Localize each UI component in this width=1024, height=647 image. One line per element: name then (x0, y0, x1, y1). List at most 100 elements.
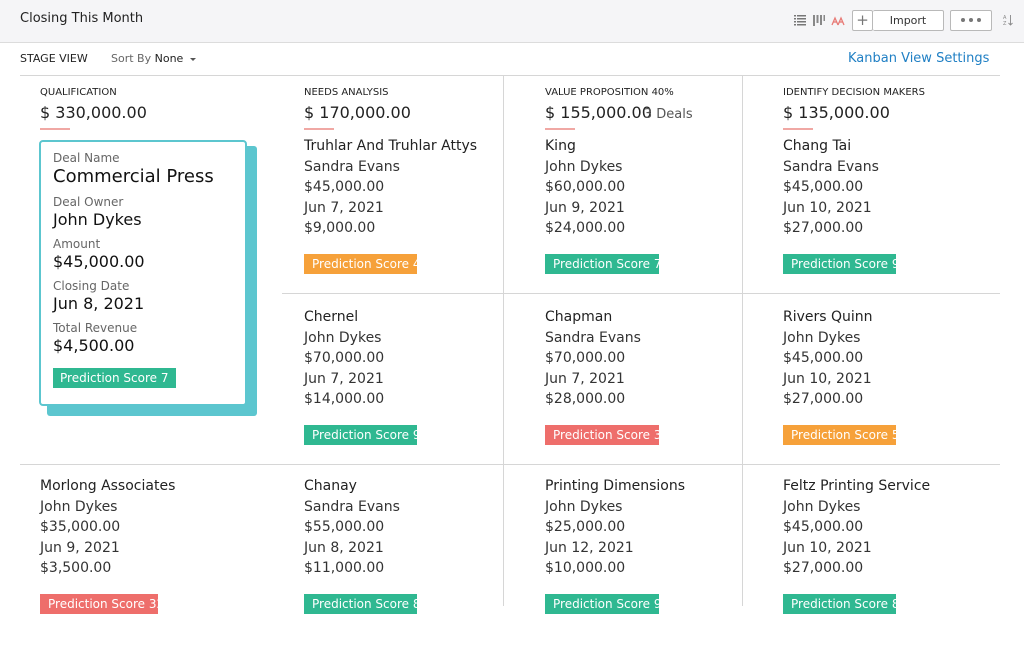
plus-icon: + (856, 11, 869, 29)
deal-amount: $70,000.00 (304, 350, 385, 366)
closing-date: Jun 10, 2021 (783, 370, 872, 387)
deal-owner-label: Deal Owner (53, 195, 124, 209)
deal-card[interactable]: Rivers Quinn John Dykes $45,000.00 Jun 1… (783, 307, 983, 467)
deal-owner: Sandra Evans (304, 498, 400, 515)
stage-column-header: VALUE PROPOSITION 40% $ 155,000.003 Deal… (545, 87, 693, 130)
dragged-deal-card[interactable]: Deal Name Commercial Press Deal Owner Jo… (39, 140, 247, 406)
stage-amount: $ 330,000.00 (40, 103, 147, 122)
page-title: Closing This Month (20, 11, 144, 26)
deal-card[interactable]: Feltz Printing Service John Dykes $45,00… (783, 476, 983, 636)
divider (20, 464, 1000, 465)
prediction-score-badge: Prediction Score 7 (53, 368, 176, 388)
deal-card[interactable]: Morlong Associates John Dykes $35,000.00… (40, 476, 240, 636)
amount: $45,000.00 (53, 252, 145, 271)
stage-column-header: IDENTIFY DECISION MAKERS $ 135,000.00 (783, 87, 925, 130)
prediction-score-badge: Prediction Score 7 (545, 254, 659, 274)
stage-view-label: STAGE VIEW (20, 52, 88, 65)
stage-name: VALUE PROPOSITION 40% (545, 87, 674, 98)
closing-date: Jun 12, 2021 (545, 539, 634, 556)
stage-amount: $ 170,000.00 (304, 103, 411, 122)
closing-date: Jun 9, 2021 (40, 539, 120, 556)
deal-card[interactable]: Truhlar And Truhlar Attys Sandra Evans $… (304, 136, 504, 296)
deal-card[interactable]: Chernel John Dykes $70,000.00 Jun 7, 202… (304, 307, 504, 467)
deal-owner: John Dykes (783, 329, 861, 346)
closing-date: Jun 10, 2021 (783, 199, 872, 216)
closing-date: Jun 9, 2021 (545, 199, 625, 216)
chevron-down-icon (189, 57, 196, 61)
prediction-score-badge: Prediction Score 9 (783, 254, 896, 274)
deal-name: Chapman (545, 309, 613, 325)
deal-name-label: Deal Name (53, 151, 120, 165)
prediction-score-badge: Prediction Score 3 (545, 425, 659, 445)
deal-card[interactable]: Chapman Sandra Evans $70,000.00 Jun 7, 2… (545, 307, 745, 467)
prediction-score-badge: Prediction Score 8 (304, 594, 417, 614)
closing-date-label: Closing Date (53, 279, 130, 293)
stage-amount: $ 155,000.00 (545, 103, 652, 122)
deal-owner: Sandra Evans (545, 329, 641, 346)
total-revenue: $11,000.00 (304, 560, 385, 576)
total-revenue: $3,500.00 (40, 560, 112, 576)
deal-name: Commercial Press (53, 166, 214, 187)
import-button[interactable]: Import (873, 9, 944, 31)
total-revenue: $27,000.00 (783, 391, 864, 407)
closing-date: Jun 7, 2021 (304, 370, 384, 387)
divider (20, 75, 1000, 76)
deal-name: Rivers Quinn (783, 309, 873, 325)
stage-name: QUALIFICATION (40, 87, 117, 98)
deal-owner: Sandra Evans (304, 158, 400, 175)
closing-date: Jun 7, 2021 (304, 199, 384, 216)
prediction-score-badge: Prediction Score 9 (545, 594, 659, 614)
divider (503, 76, 504, 606)
stage-amount-row: $ 155,000.003 Deals (545, 103, 693, 122)
deal-owner: John Dykes (53, 210, 142, 229)
divider (742, 76, 743, 606)
deal-card[interactable]: King John Dykes $60,000.00 Jun 9, 2021 $… (545, 136, 745, 296)
closing-date: Jun 8, 2021 (53, 294, 145, 313)
stage-amount: $ 135,000.00 (783, 103, 890, 122)
deal-name: Morlong Associates (40, 478, 176, 494)
deal-card[interactable]: Printing Dimensions John Dykes $25,000.0… (545, 476, 745, 636)
total-revenue: $10,000.00 (545, 560, 626, 576)
closing-date: Jun 8, 2021 (304, 539, 384, 556)
more-options-button[interactable] (950, 9, 992, 31)
prediction-score-badge: Prediction Score 9 (304, 425, 417, 445)
stage-underline (40, 128, 70, 130)
sort-by-label: Sort By (111, 52, 152, 65)
sort-by-dropdown[interactable]: Sort By None (111, 52, 196, 65)
deal-amount: $25,000.00 (545, 519, 626, 535)
prediction-score-badge: Prediction Score 5 (783, 425, 896, 445)
kanban-view-settings-link[interactable]: Kanban View Settings (848, 51, 990, 66)
stage-name: IDENTIFY DECISION MAKERS (783, 87, 925, 98)
add-deal-button[interactable]: + (852, 9, 873, 31)
deal-amount: $45,000.00 (783, 519, 864, 535)
deal-owner: Sandra Evans (783, 158, 879, 175)
stage-underline (545, 128, 575, 130)
list-view-icon[interactable] (792, 12, 808, 28)
deal-name: Printing Dimensions (545, 478, 686, 494)
sort-by-value: None (154, 52, 184, 65)
total-revenue: $27,000.00 (783, 220, 864, 236)
prediction-score-badge: Prediction Score 8 (783, 594, 896, 614)
chart-view-icon[interactable] (830, 12, 846, 28)
prediction-score-badge: Prediction Score 4 (304, 254, 417, 274)
stage-column-header: NEEDS ANALYSIS $ 170,000.00 (304, 87, 411, 130)
kanban-view-icon[interactable] (811, 12, 827, 28)
stage-name: NEEDS ANALYSIS (304, 87, 389, 98)
total-revenue: $27,000.00 (783, 560, 864, 576)
deal-owner: John Dykes (783, 498, 861, 515)
total-revenue: $14,000.00 (304, 391, 385, 407)
stage-underline (783, 128, 813, 130)
deal-card[interactable]: Chanay Sandra Evans $55,000.00 Jun 8, 20… (304, 476, 504, 636)
deal-card[interactable]: Chang Tai Sandra Evans $45,000.00 Jun 10… (783, 136, 983, 296)
stage-deal-count: 3 Deals (643, 107, 693, 122)
amount-label: Amount (53, 237, 101, 251)
deal-amount: $45,000.00 (304, 179, 385, 195)
deal-name: Chanay (304, 478, 357, 494)
deal-name: King (545, 138, 576, 154)
closing-date: Jun 7, 2021 (545, 370, 625, 387)
deal-amount: $60,000.00 (545, 179, 626, 195)
deal-name: Chernel (304, 309, 359, 325)
